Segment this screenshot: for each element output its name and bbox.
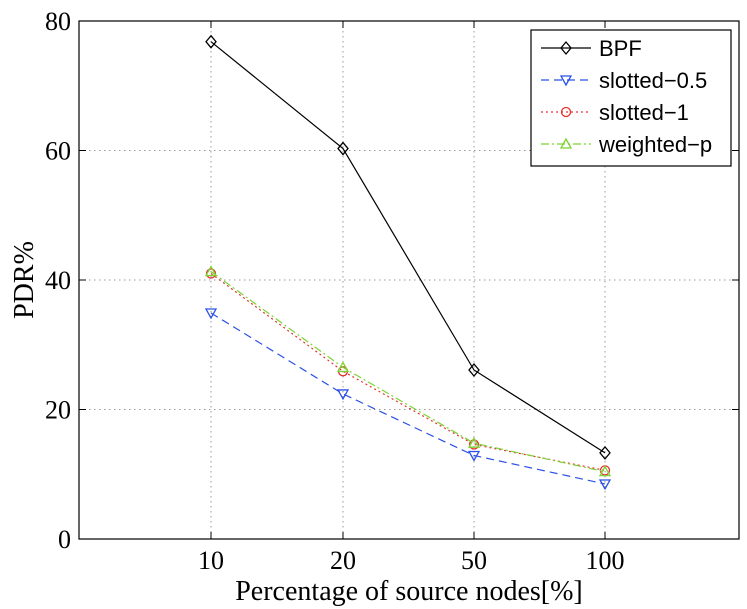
series-line [210,271,606,473]
data-point-marker [336,361,350,373]
series-line [210,273,606,471]
x-tick-label: 50 [461,546,487,575]
data-point-marker [599,445,611,460]
y-tick-label: 60 [45,137,71,166]
data-point-marker [204,308,218,320]
legend-label: slotted−0.5 [599,68,707,93]
series-line [210,41,606,454]
x-tick-label: 100 [586,546,625,575]
data-point-marker [467,450,481,462]
y-tick-label: 0 [58,525,71,554]
legend: BPF slotted−0.5 slotted−1 weighted−p [530,29,732,167]
series-group [204,34,612,491]
legend-label: weighted−p [598,132,712,157]
x-axis-label: Percentage of source nodes[%] [235,576,583,607]
data-point-marker [598,465,612,477]
legend-marker [559,137,573,149]
legend-label: slotted−1 [599,100,689,125]
series-1 [204,308,612,491]
y-tick-label: 40 [45,266,71,295]
legend-label: BPF [599,36,642,61]
axis-ticks: 0 20 40 60 80 10 20 50 100 [45,7,739,575]
data-point-marker [468,362,480,378]
data-point-marker [468,439,480,450]
data-point-marker [205,34,217,49]
legend-marker [559,75,573,87]
data-point-marker [598,479,612,491]
y-tick-label: 80 [45,7,71,36]
series-2 [205,268,611,476]
legend-marker [560,106,572,118]
y-axis-label: PDR% [9,241,40,319]
x-tick-label: 10 [198,546,224,575]
series-3 [204,265,612,477]
data-point-marker [337,141,349,156]
data-point-marker [204,265,218,277]
data-point-marker [467,436,481,448]
x-tick-label: 20 [330,546,356,575]
series-0 [205,34,611,460]
data-point-marker [336,389,350,401]
y-tick-label: 20 [45,396,71,425]
legend-marker [560,40,572,56]
series-line [210,312,606,485]
